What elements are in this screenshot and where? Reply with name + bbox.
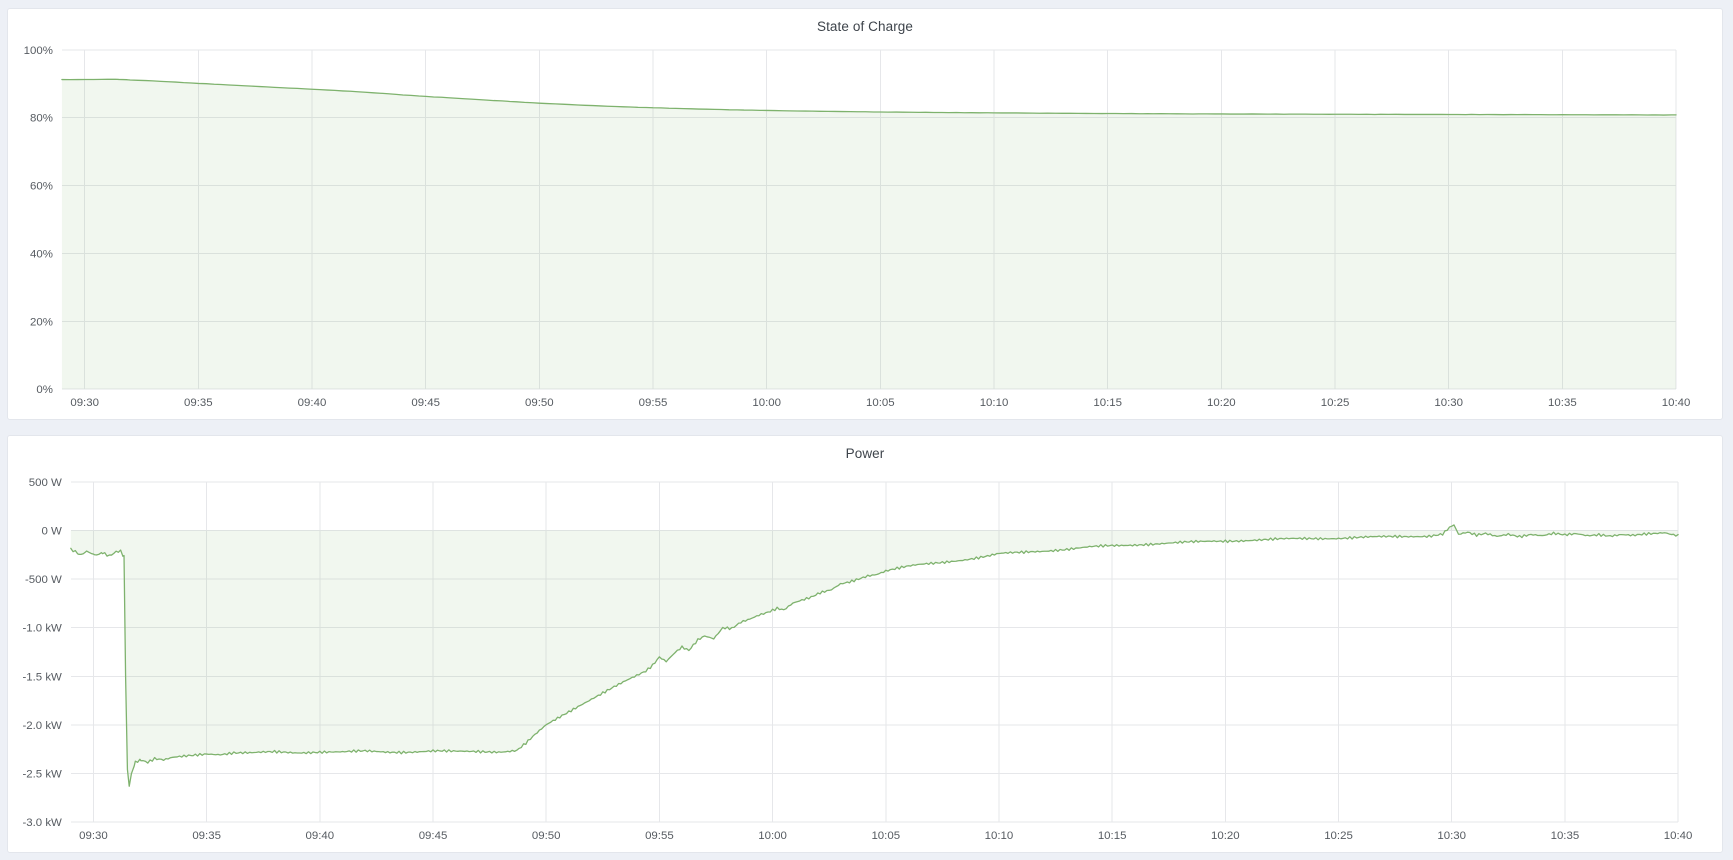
- x-axis-tick-label: 10:10: [980, 397, 1009, 409]
- x-axis-tick-label: 09:40: [298, 397, 327, 409]
- y-axis-tick-label: -1.5 kW: [22, 671, 62, 683]
- x-axis-tick-label: 10:25: [1324, 830, 1353, 842]
- y-axis-tick-label: 100%: [24, 45, 53, 57]
- y-axis-tick-label: 0 W: [42, 525, 63, 537]
- x-axis-tick-label: 09:40: [306, 830, 335, 842]
- x-axis-tick-label: 10:35: [1551, 830, 1580, 842]
- power-chart[interactable]: 500 W 0 W -500 W -1.0 kW -1.5 kW -2.0 kW -2.5 …: [8, 436, 1722, 852]
- panel-title-state-of-charge: State of Charge: [816, 19, 914, 34]
- axis-labels: 100% 80% 60% 40% 20% 0% 09:30 09:35 09:40 09:45 09…: [24, 45, 1691, 409]
- y-axis-tick-label: -2.0 kW: [22, 720, 62, 732]
- y-axis-tick-label: 500 W: [29, 477, 62, 489]
- x-axis-tick-label: 10:20: [1211, 830, 1240, 842]
- series-area-fill: [61, 79, 1677, 390]
- x-axis-tick-label: 10:05: [866, 397, 895, 409]
- y-axis-tick-label: -2.5 kW: [22, 769, 62, 781]
- series-line: [70, 524, 1679, 787]
- axis-labels: 500 W 0 W -500 W -1.0 kW -1.5 kW -2.0 kW -2.5 …: [22, 477, 1692, 842]
- y-axis-tick-label: 0%: [36, 384, 53, 396]
- series-line: [61, 78, 1677, 116]
- y-axis-tick-label: 80%: [30, 113, 53, 125]
- y-axis-tick-label: 60%: [30, 181, 53, 193]
- x-axis-tick-label: 10:05: [871, 830, 900, 842]
- x-axis-tick-label: 10:35: [1548, 397, 1577, 409]
- y-axis-tick-label: -500 W: [25, 574, 62, 586]
- x-axis-tick-label: 10:15: [1093, 397, 1122, 409]
- grid: [70, 481, 1679, 823]
- panel-power: Power 500 W 0 W -500 W -1.0 kW -1.5 kW -2.0 k…: [7, 435, 1723, 853]
- x-axis-tick-label: 10:30: [1434, 397, 1463, 409]
- x-axis-tick-label: 09:45: [419, 830, 448, 842]
- x-axis-tick-label: 10:40: [1662, 397, 1691, 409]
- y-axis-tick-label: 40%: [30, 248, 53, 260]
- x-axis-tick-label: 10:20: [1207, 397, 1236, 409]
- x-axis-tick-label: 09:30: [70, 397, 99, 409]
- x-axis-tick-label: 10:10: [985, 830, 1014, 842]
- panel-state-of-charge: State of Charge 100% 80% 60% 40% 20% 0% 09:30 0…: [7, 8, 1723, 420]
- x-axis-tick-label: 09:55: [645, 830, 674, 842]
- x-axis-tick-label: 09:50: [525, 397, 554, 409]
- x-axis-tick-label: 10:00: [758, 830, 787, 842]
- y-axis-tick-label: -3.0 kW: [22, 817, 62, 829]
- x-axis-tick-label: 10:25: [1321, 397, 1350, 409]
- x-axis-tick-label: 09:30: [79, 830, 108, 842]
- x-axis-tick-label: 10:40: [1664, 830, 1693, 842]
- series-area-fill: [70, 524, 1679, 787]
- grid: [61, 49, 1677, 390]
- x-axis-tick-label: 09:55: [639, 397, 668, 409]
- x-axis-tick-label: 09:35: [192, 830, 221, 842]
- x-axis-tick-label: 09:50: [532, 830, 561, 842]
- x-axis-tick-label: 10:30: [1437, 830, 1466, 842]
- x-axis-tick-label: 10:15: [1098, 830, 1127, 842]
- y-axis-tick-label: 20%: [30, 316, 53, 328]
- x-axis-tick-label: 10:00: [752, 397, 781, 409]
- state-of-charge-chart[interactable]: 100% 80% 60% 40% 20% 0% 09:30 09:35 09:40 09:45 09…: [8, 9, 1722, 419]
- x-axis-tick-label: 09:45: [411, 397, 440, 409]
- panel-title-power: Power: [845, 446, 885, 461]
- x-axis-tick-label: 09:35: [184, 397, 213, 409]
- y-axis-tick-label: -1.0 kW: [22, 623, 62, 635]
